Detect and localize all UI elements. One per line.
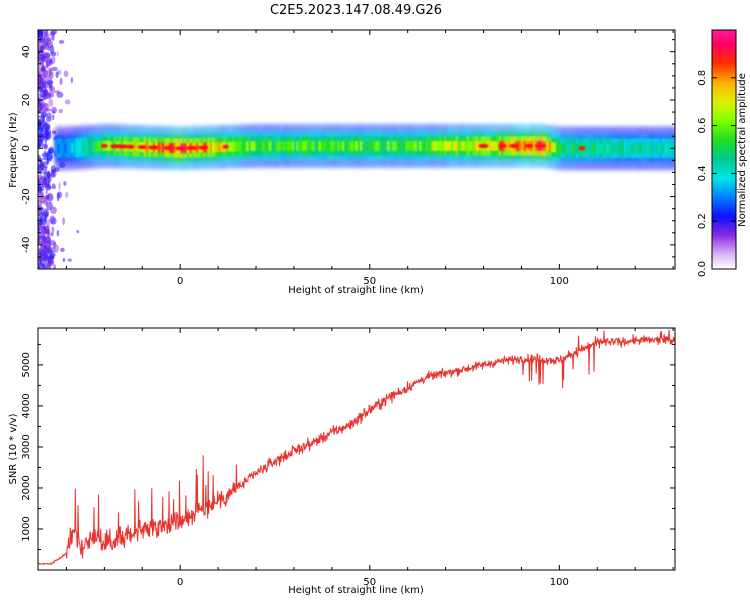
colorbar-tick-label: 0.4 <box>697 165 708 181</box>
spectrogram-panel: 0 50 100 -40 -20 0 20 40 Height of straight lin… <box>8 29 676 296</box>
snr-ytick-label: 1000 <box>21 516 32 541</box>
spectrogram-ytick-label: -40 <box>21 237 32 253</box>
spectrogram-ytick-label: -20 <box>21 188 32 204</box>
snr-series-line <box>38 329 675 566</box>
snr-xtick-label: 50 <box>363 577 376 588</box>
spectrogram-axes <box>37 29 676 270</box>
colorbar-tick-label: 0.0 <box>697 261 708 277</box>
spectrogram-image <box>38 30 675 269</box>
snr-ytick-label: 3000 <box>21 434 32 459</box>
snr-ytick-label: 2000 <box>21 475 32 500</box>
snr-panel: 0 50 100 1000 2000 3000 4000 5000 Height of str… <box>8 327 676 596</box>
colorbar-tick-label: 0.2 <box>697 213 708 229</box>
figure-title: C2E5.2023.147.08.49.G26 <box>270 3 442 18</box>
spectrogram-ytick-label: 40 <box>21 45 32 58</box>
spectrogram-ytick-label: 0 <box>21 145 32 151</box>
snr-xlabel: Height of straight line (km) <box>288 585 424 596</box>
snr-ytick-label: 4000 <box>21 393 32 418</box>
spectrogram-xtick-label: 100 <box>550 276 569 287</box>
colorbar-label: Normalized spectral amplitude <box>737 73 748 227</box>
colorbar-tick-label: 0.8 <box>697 70 708 86</box>
snr-ticks: 0 50 100 1000 2000 3000 4000 5000 <box>21 328 675 588</box>
spectrogram-ylabel: Frequency (Hz) <box>8 112 19 188</box>
snr-ylabel: SNR (10 * v/v) <box>8 413 19 484</box>
snr-xtick-label: 100 <box>550 577 569 588</box>
colorbar: 0.0 0.2 0.4 0.6 0.8 Normalized spectral ampl… <box>697 29 748 277</box>
snr-axes <box>37 327 676 571</box>
spectrogram-xlabel: Height of straight line (km) <box>288 285 424 296</box>
spectrogram-xtick-label: 50 <box>363 276 376 287</box>
colorbar-tick-label: 0.6 <box>697 118 708 134</box>
spectrogram-xtick-label: 0 <box>177 276 183 287</box>
colorbar-gradient <box>712 30 736 269</box>
spectrogram-ticks: 0 50 100 -40 -20 0 20 40 <box>21 30 675 287</box>
spectrogram-ytick-label: 20 <box>21 94 32 107</box>
colorbar-frame <box>711 29 737 270</box>
colorbar-ticks: 0.0 0.2 0.4 0.6 0.8 <box>697 70 736 277</box>
snr-ytick-label: 5000 <box>21 352 32 377</box>
snr-xtick-label: 0 <box>177 577 183 588</box>
